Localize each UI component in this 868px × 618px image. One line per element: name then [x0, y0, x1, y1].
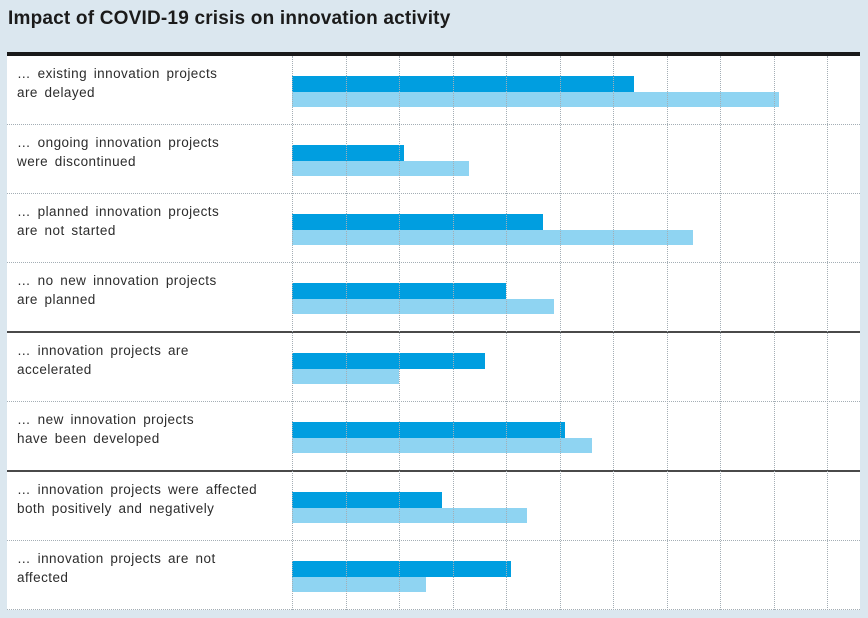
category-label-line1: … no new innovation projects [17, 273, 217, 288]
category-label-line2: affected [17, 570, 69, 585]
bar-dark [292, 353, 485, 369]
category-label-line1: … innovation projects are [17, 343, 189, 358]
category-label-line1: … innovation projects are not [17, 551, 216, 566]
bar-light [292, 160, 469, 176]
category-label: … innovation projects are accelerated [17, 341, 289, 379]
category-row: … innovation projects were affected both… [7, 472, 860, 541]
bar-group [292, 561, 512, 592]
bar-group [292, 214, 694, 245]
chart-panel: … existing innovation projects are delay… [7, 56, 860, 610]
category-label-line2: are not started [17, 223, 116, 238]
bar-group [292, 283, 555, 314]
bar-dark [292, 422, 565, 438]
category-label: … innovation projects were affected both… [17, 480, 289, 518]
bar-dark [292, 283, 506, 299]
category-row: … innovation projects are not affected [7, 541, 860, 610]
category-label-line1: … planned innovation projects [17, 204, 220, 219]
category-label-line2: were discontinued [17, 154, 136, 169]
bar-light [292, 576, 426, 592]
category-row: … new innovation projects have been deve… [7, 402, 860, 472]
bar-dark [292, 492, 442, 508]
bar-light [292, 298, 555, 314]
category-label-line2: are planned [17, 292, 96, 307]
bar-light [292, 437, 592, 453]
category-label-line1: … existing innovation projects [17, 66, 218, 81]
category-row: … existing innovation projects are delay… [7, 56, 860, 125]
bar-light [292, 507, 528, 523]
category-row: … innovation projects are accelerated [7, 333, 860, 402]
bar-dark [292, 214, 544, 230]
category-label: … new innovation projects have been deve… [17, 410, 289, 448]
chart-title: Impact of COVID-19 crisis on innovation … [8, 8, 451, 29]
bar-group [292, 422, 592, 453]
bar-dark [292, 561, 512, 577]
category-label-line2: both positively and negatively [17, 501, 215, 516]
category-label-line1: … ongoing innovation projects [17, 135, 220, 150]
category-label-line2: have been developed [17, 431, 160, 446]
category-label: … existing innovation projects are delay… [17, 64, 289, 102]
category-label: … planned innovation projects are not st… [17, 202, 289, 240]
bar-dark [292, 145, 405, 161]
bar-group [292, 145, 469, 176]
bar-light [292, 229, 694, 245]
bar-light [292, 91, 779, 107]
category-row: … no new innovation projects are planned [7, 263, 860, 333]
bar-dark [292, 76, 635, 92]
category-label-line1: … new innovation projects [17, 412, 195, 427]
category-label: … no new innovation projects are planned [17, 271, 289, 309]
bar-group [292, 76, 779, 107]
category-label-line2: are delayed [17, 85, 96, 100]
bar-group [292, 492, 528, 523]
bar-group [292, 353, 485, 384]
category-label-line2: accelerated [17, 362, 92, 377]
category-row: … ongoing innovation projects were disco… [7, 125, 860, 194]
bar-light [292, 368, 399, 384]
category-label: … ongoing innovation projects were disco… [17, 133, 289, 171]
category-label-line1: … innovation projects were affected [17, 482, 258, 497]
category-label: … innovation projects are not affected [17, 549, 289, 587]
category-row: … planned innovation projects are not st… [7, 194, 860, 263]
title-rule [7, 52, 860, 56]
